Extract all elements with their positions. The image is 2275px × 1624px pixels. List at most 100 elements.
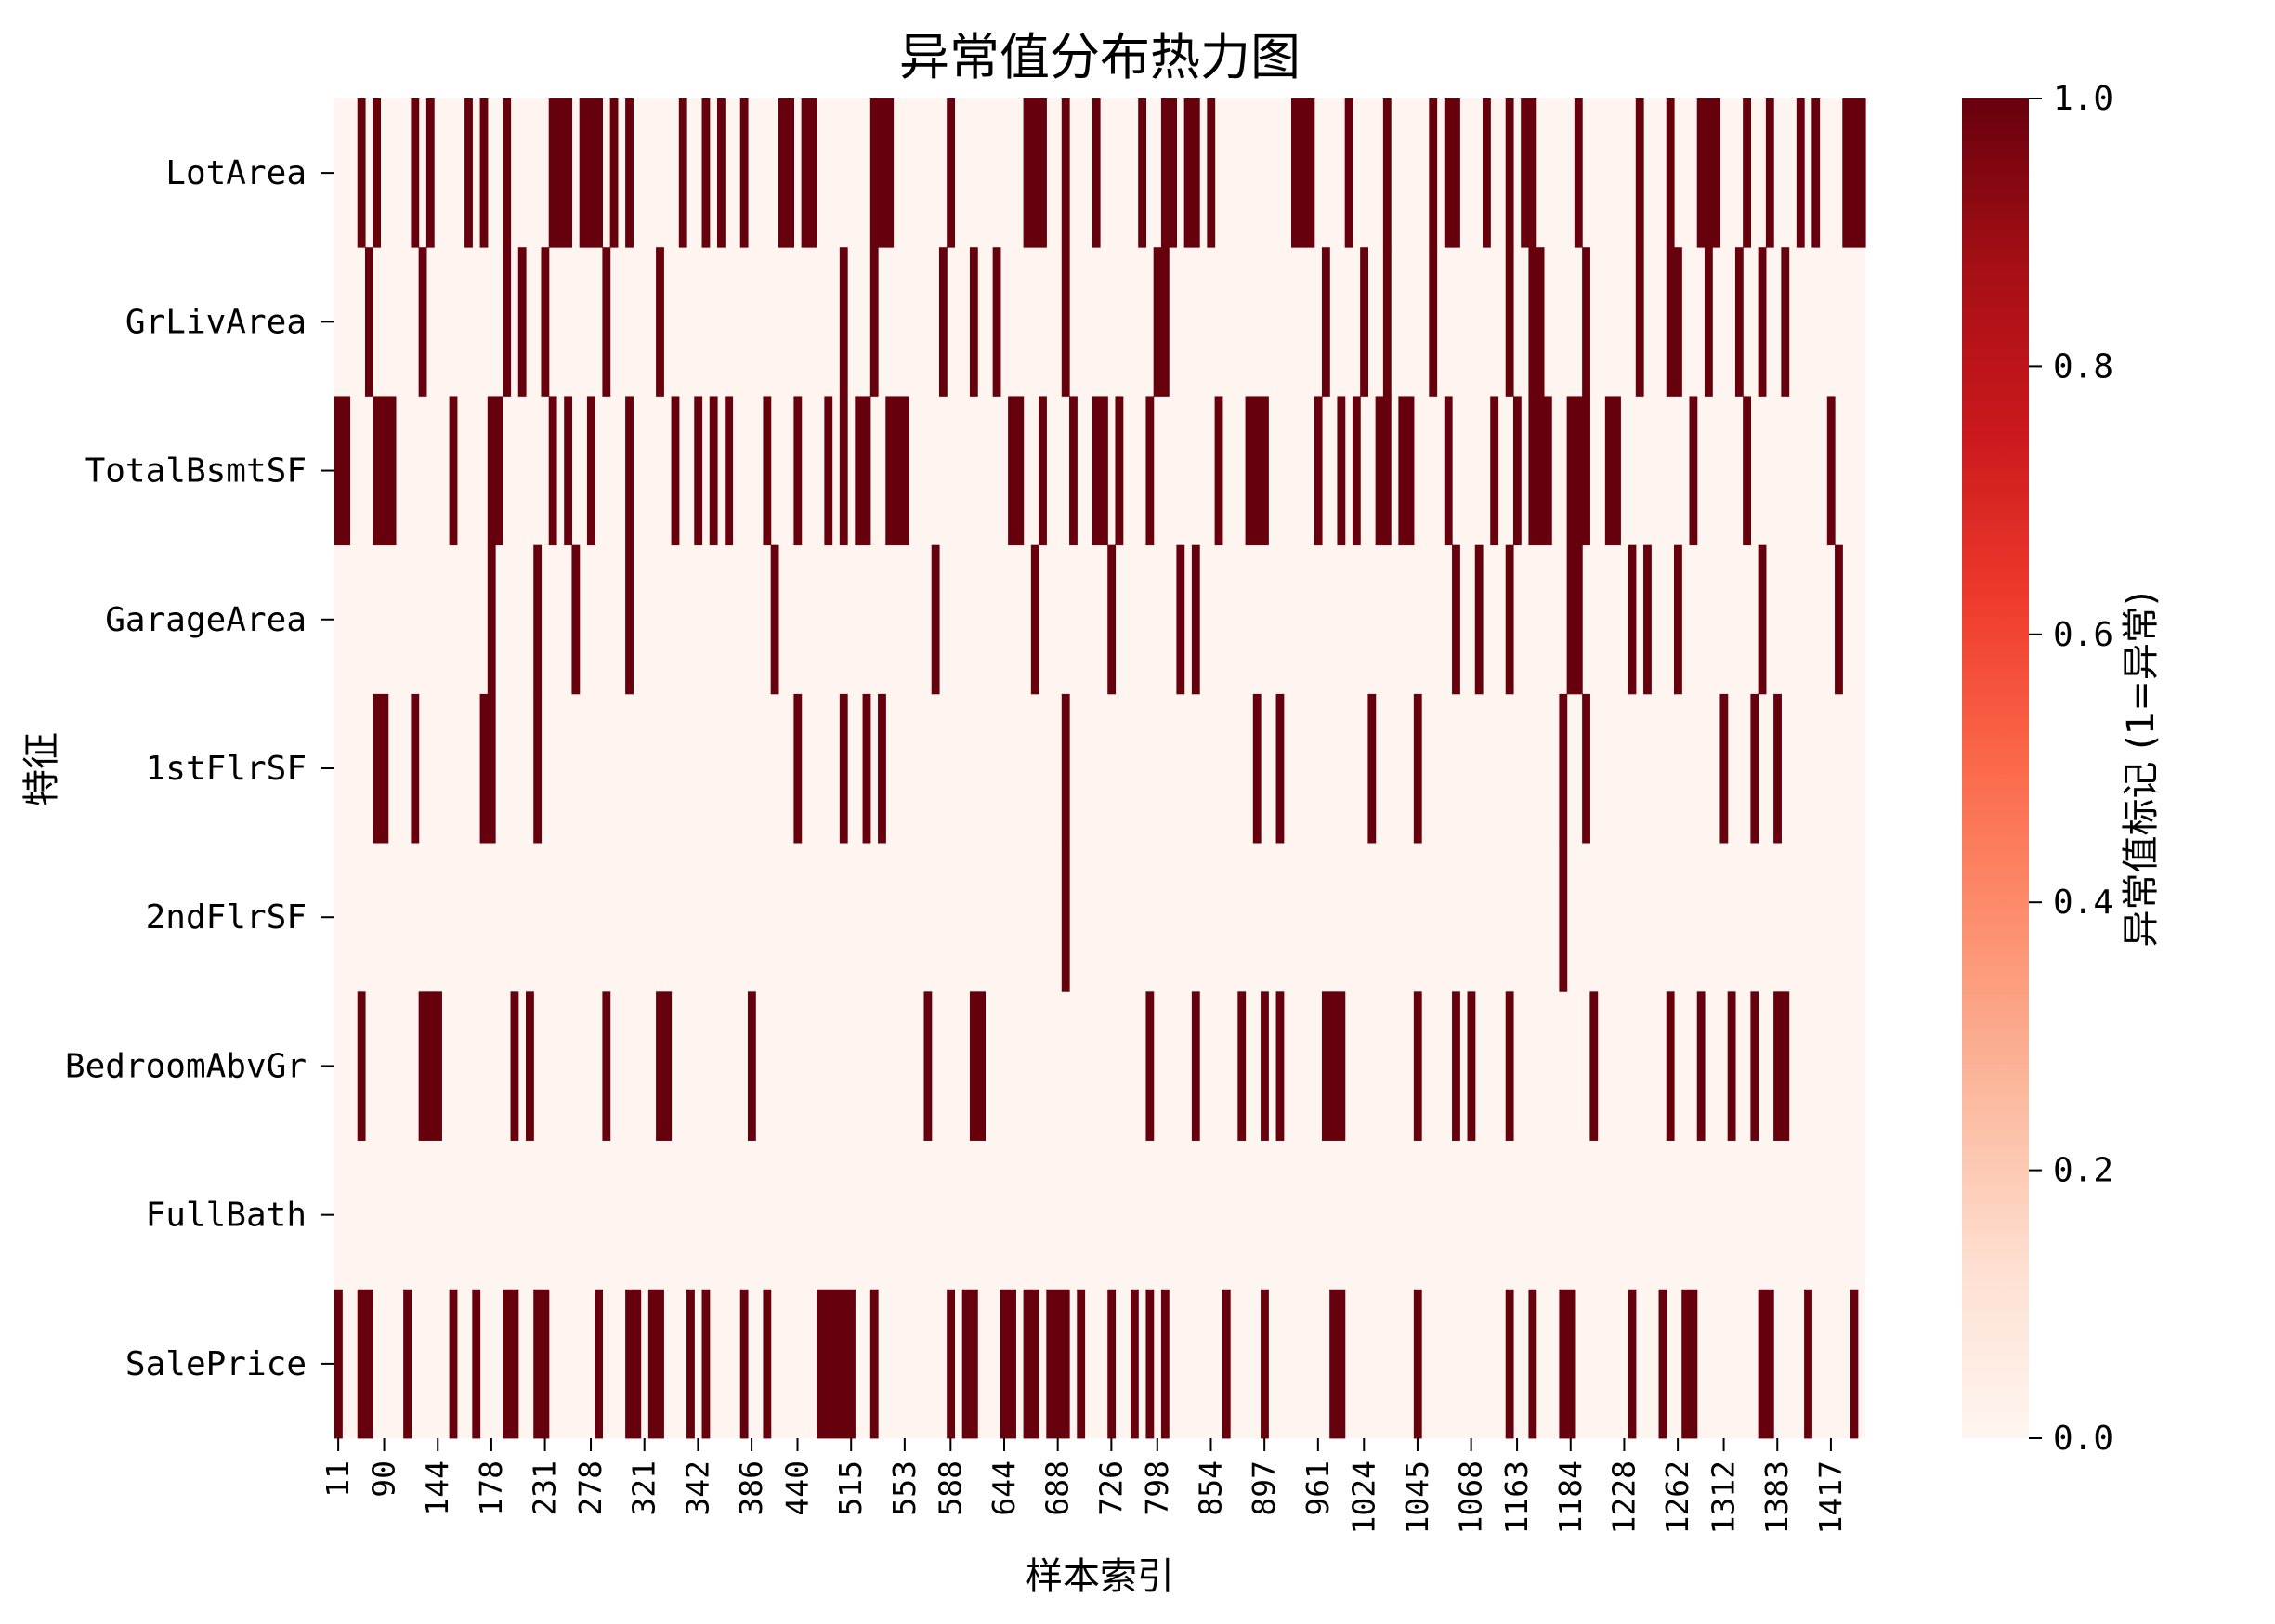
heatmap-cell	[1092, 396, 1101, 546]
heatmap-cell	[1490, 396, 1499, 546]
heatmap-cell	[364, 1289, 373, 1439]
heatmap-cell	[487, 544, 496, 695]
heatmap-cell	[778, 98, 787, 248]
heatmap-cell	[602, 991, 611, 1141]
heatmap-cell	[533, 1289, 543, 1439]
heatmap-cell	[434, 991, 442, 1141]
heatmap-cell	[1850, 98, 1859, 248]
heatmap-cell	[855, 396, 864, 546]
x-axis-label: 样本索引	[1026, 1555, 1174, 1598]
heatmap-cell	[1352, 396, 1361, 546]
heatmap-cell	[1758, 544, 1767, 695]
colorbar-ticks: 0.0 0.2 0.4 0.6 0.8 1.0	[2029, 80, 2113, 1458]
y-tick-label: GrLivArea	[125, 303, 307, 341]
y-tick-label: BedroomAbvGr	[65, 1047, 307, 1085]
heatmap-cell	[334, 1289, 343, 1439]
heatmap-cell	[487, 396, 496, 546]
heatmap-cell	[479, 693, 489, 844]
heatmap-cell	[831, 1289, 841, 1439]
heatmap-cell	[1696, 991, 1706, 1141]
heatmap-cell	[1360, 247, 1368, 397]
heatmap-cell	[1528, 247, 1537, 397]
heatmap-cell	[1750, 991, 1759, 1141]
heatmap-cell	[1674, 544, 1682, 695]
heatmap-background	[334, 98, 1865, 1438]
heatmap-cell	[464, 98, 473, 248]
heatmap-cell	[595, 98, 603, 248]
x-tick-label: 144	[419, 1460, 455, 1516]
colorbar-tick-label: 0.0	[2053, 1420, 2113, 1458]
heatmap-cell	[1398, 396, 1407, 546]
heatmap-cell	[1252, 396, 1262, 546]
heatmap-cell	[947, 98, 956, 248]
heatmap-cell	[931, 544, 940, 695]
heatmap-cell	[380, 693, 389, 844]
heatmap-cell	[1521, 98, 1530, 248]
heatmap-cell	[1796, 98, 1805, 248]
heatmap-cell	[977, 991, 986, 1141]
heatmap-cell	[1452, 991, 1460, 1141]
heatmap-cell	[1566, 544, 1576, 695]
heatmap-cell	[1452, 98, 1460, 248]
heatmap-cell	[1337, 1289, 1346, 1439]
heatmap-cell	[671, 396, 680, 546]
heatmap-cell	[1574, 396, 1583, 546]
heatmap-cell	[1015, 396, 1025, 546]
colorbar-tick-label: 0.2	[2053, 1152, 2113, 1190]
heatmap-cell	[479, 98, 489, 248]
heatmap-cell	[1444, 98, 1453, 248]
heatmap-cell	[510, 1289, 519, 1439]
heatmap-cell	[373, 396, 382, 546]
heatmap-cell	[1536, 247, 1545, 397]
x-tick-label: 854	[1192, 1460, 1228, 1516]
heatmap-cell	[1008, 396, 1016, 546]
heatmap-cell	[357, 991, 366, 1141]
heatmap-cell	[1559, 693, 1568, 844]
heatmap-cell	[1145, 1289, 1155, 1439]
heatmap-cell	[1145, 396, 1155, 546]
heatmap-cell	[1574, 544, 1583, 695]
heatmap-cell	[1061, 843, 1070, 992]
heatmap-cell	[1689, 1289, 1698, 1439]
heatmap-cell	[495, 396, 503, 546]
heatmap-cell	[747, 991, 756, 1141]
heatmap-cell	[717, 98, 726, 248]
heatmap-cell	[709, 396, 718, 546]
heatmap-cell	[411, 98, 420, 248]
heatmap-cell	[1344, 98, 1353, 248]
heatmap-cell	[1826, 396, 1836, 546]
heatmap-cell	[633, 1289, 642, 1439]
y-tick-label: TotalBsmtSF	[85, 452, 307, 491]
chart-title: 异常值分布热力图	[899, 28, 1301, 86]
heatmap-cell	[770, 544, 779, 695]
heatmap-cell	[1237, 991, 1247, 1141]
heatmap-cell	[786, 98, 794, 248]
heatmap-cell	[625, 98, 634, 248]
heatmap-cell	[1306, 98, 1315, 248]
x-tick-label: 231	[527, 1460, 563, 1516]
heatmap-cell	[1382, 98, 1392, 248]
heatmap-cell	[1169, 98, 1177, 248]
heatmap-cell	[1743, 396, 1751, 546]
x-tick-label: 1045	[1399, 1460, 1435, 1534]
heatmap-cell	[1781, 247, 1790, 397]
heatmap-cell	[387, 396, 397, 546]
heatmap-cell	[1559, 1289, 1568, 1439]
heatmap-cell	[1528, 1289, 1537, 1439]
heatmap-cell	[586, 98, 595, 248]
heatmap-cell	[1329, 1289, 1339, 1439]
heatmap-cell	[1061, 1289, 1070, 1439]
heatmap-cell	[847, 1289, 856, 1439]
heatmap-cell	[503, 98, 512, 248]
x-tick-label: 588	[932, 1460, 968, 1516]
heatmap-cell	[1719, 693, 1729, 844]
heatmap-cell	[869, 1289, 879, 1439]
heatmap-cell	[1758, 1289, 1767, 1439]
heatmap-cell	[647, 1289, 657, 1439]
x-tick-label: 798	[1139, 1460, 1175, 1516]
heatmap-cell	[1765, 98, 1774, 248]
heatmap-cell	[1160, 1289, 1170, 1439]
heatmap-cell	[1138, 98, 1147, 248]
heatmap-cell	[969, 1289, 978, 1439]
heatmap-cell	[1030, 98, 1039, 248]
